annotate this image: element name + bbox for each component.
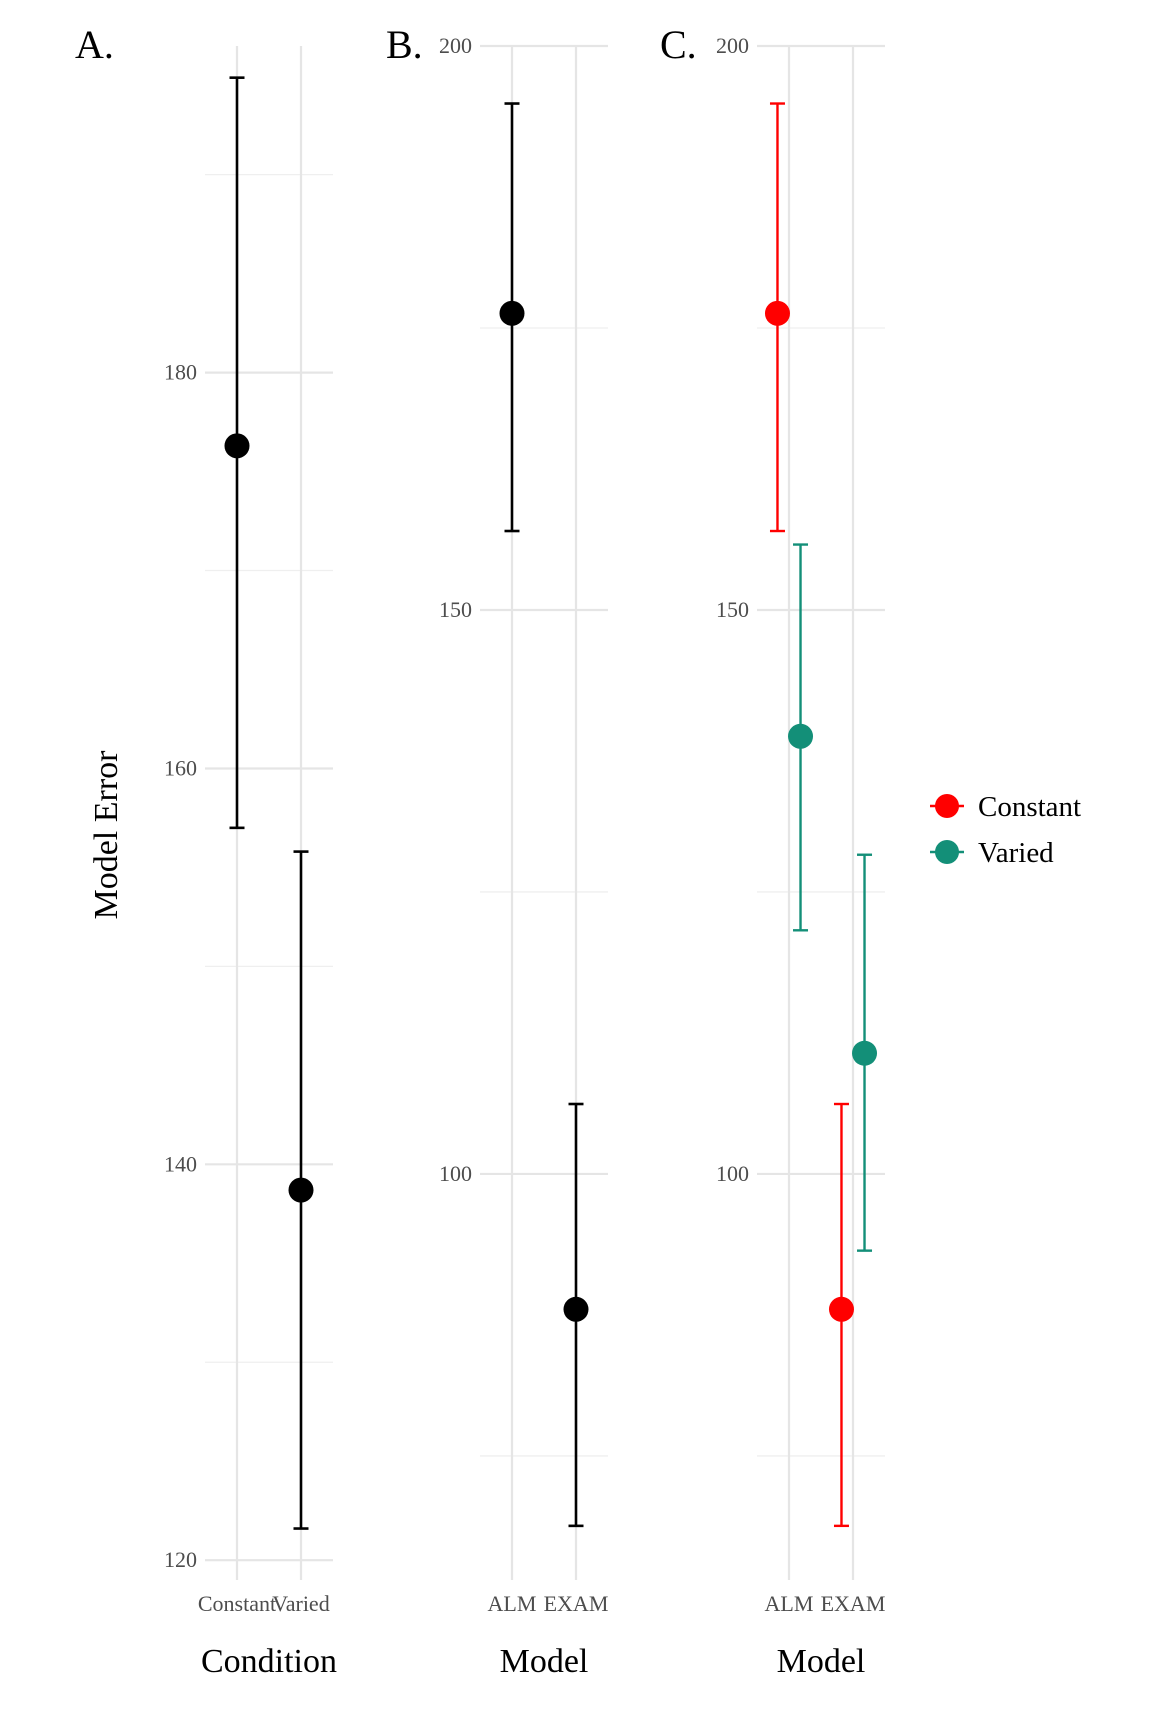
x-tick-label: Constant: [198, 1591, 276, 1616]
legend-item: Constant: [930, 791, 1081, 823]
legend-key-dot: [935, 840, 959, 864]
x-tick-label: ALM: [488, 1591, 537, 1616]
y-tick-label: 100: [716, 1161, 749, 1186]
y-tick-label: 150: [439, 597, 472, 622]
legend-key-dot: [935, 794, 959, 818]
y-tick-label: 140: [164, 1151, 197, 1176]
x-axis-title: Model: [777, 1643, 866, 1680]
x-axis-title: Condition: [201, 1643, 337, 1680]
panel-tag: C.: [660, 22, 697, 67]
x-tick-label: EXAM: [821, 1591, 886, 1616]
panel-tag: B.: [386, 22, 423, 67]
data-point: [563, 1296, 589, 1322]
x-axis-title: Model: [500, 1643, 589, 1680]
x-tick-label: ALM: [765, 1591, 814, 1616]
data-point: [852, 1040, 878, 1066]
y-tick-label: 180: [164, 360, 197, 385]
data-point: [288, 1177, 314, 1203]
y-tick-label: 200: [439, 33, 472, 58]
data-point: [788, 723, 814, 749]
panel-b: 100 150 200 ALM EXAM Model B.: [386, 22, 608, 1680]
y-tick-label: 100: [439, 1161, 472, 1186]
y-tick-label: 120: [164, 1547, 197, 1572]
data-point: [828, 1296, 854, 1322]
panel-tag: A.: [75, 22, 114, 67]
panel-c: 100 150 200 ALM EXAM Model C.: [660, 22, 885, 1680]
legend-item: Varied: [930, 837, 1054, 869]
legend-label: Constant: [978, 791, 1081, 823]
y-tick-label: 150: [716, 597, 749, 622]
y-axis-title: Model Error: [88, 750, 125, 920]
legend: Constant Varied: [930, 791, 1081, 869]
y-tick-label: 160: [164, 755, 197, 780]
data-point: [224, 433, 250, 459]
legend-label: Varied: [978, 837, 1054, 869]
y-tick-label: 200: [716, 33, 749, 58]
x-tick-label: EXAM: [544, 1591, 609, 1616]
data-point: [499, 300, 525, 326]
x-tick-label: Varied: [272, 1591, 329, 1616]
data-point: [764, 300, 790, 326]
